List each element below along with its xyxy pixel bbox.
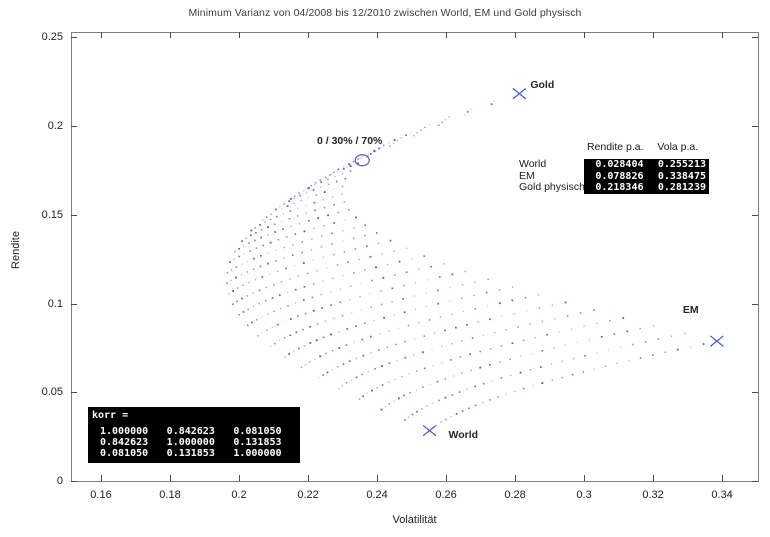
x-tick-label: 0.2 xyxy=(231,489,247,501)
annotation-gold: Gold xyxy=(530,78,555,91)
korr-row: 0.842623 1.000000 0.131853 xyxy=(100,437,300,448)
x-tick-label: 0.18 xyxy=(159,489,181,501)
stats-rendite-value: 0.028404 xyxy=(595,159,644,170)
stats-table-headers: Rendite p.a. Vola p.a. xyxy=(584,141,709,153)
annotation-em: EM xyxy=(682,304,699,317)
korr-value: 0.842623 xyxy=(100,437,149,448)
korr-value: 1.000000 xyxy=(100,426,149,437)
x-tick-label: 0.16 xyxy=(90,489,112,501)
stats-header-vola: Vola p.a. xyxy=(657,141,699,153)
korr-matrix-box: korr = 1.000000 0.842623 0.081050 0.842623 1… xyxy=(88,407,300,463)
korr-value: 0.131853 xyxy=(233,437,282,448)
stats-asset-label: EM xyxy=(519,169,535,182)
asset-marker-gold-physisch xyxy=(512,87,527,100)
korr-row: 0.081050 0.131853 1.000000 xyxy=(100,448,300,459)
stats-asset-label: Gold physisch xyxy=(519,181,585,194)
stats-vola-value: 0.281239 xyxy=(657,182,706,194)
plot-frame xyxy=(71,32,759,482)
stats-value-row: 0.028404 0.255213 xyxy=(584,159,709,171)
korr-value: 0.081050 xyxy=(233,426,282,437)
portfolio-circle-marker xyxy=(354,154,370,167)
portfolio-weights-label: 0 / 30% / 70% xyxy=(317,135,383,147)
stats-rendite-value: 0.218346 xyxy=(595,182,644,194)
x-tick-label: 0.22 xyxy=(297,489,319,501)
x-axis-label: Volatilität xyxy=(392,514,437,526)
asset-marker-world xyxy=(422,424,437,437)
y-tick-label: 0.1 xyxy=(47,297,63,310)
korr-value: 0.081050 xyxy=(100,448,149,459)
x-tick-label: 0.24 xyxy=(366,489,388,501)
korr-matrix-values: 1.000000 0.842623 0.081050 0.842623 1.000000… xyxy=(88,426,300,459)
y-tick-label: 0.25 xyxy=(41,31,63,44)
korr-value: 1.000000 xyxy=(233,448,282,459)
stats-value-row: 0.218346 0.281239 xyxy=(584,182,709,194)
stats-values-box: 0.028404 0.255213 0.078826 0.338475 0.218346… xyxy=(584,159,709,194)
korr-value: 0.842623 xyxy=(166,426,215,437)
stats-asset-labels: World EM Gold physisch xyxy=(519,158,585,194)
stats-value-row: 0.078826 0.338475 xyxy=(584,171,709,183)
asset-marker-em xyxy=(709,335,724,347)
x-tick-label: 0.34 xyxy=(711,489,733,501)
stats-vola-value: 0.255213 xyxy=(657,159,706,170)
y-tick-label: 0.15 xyxy=(41,208,63,221)
stats-rendite-value: 0.078826 xyxy=(595,170,644,182)
chart-title: Minimum Varianz von 04/2008 bis 12/2010 … xyxy=(188,7,582,19)
korr-value: 1.000000 xyxy=(166,437,215,448)
y-tick-label: 0 xyxy=(56,475,63,487)
y-tick-label: 0.05 xyxy=(41,386,63,399)
x-tick-label: 0.32 xyxy=(642,489,664,501)
korr-value: 0.131853 xyxy=(166,448,215,459)
x-tick-label: 0.26 xyxy=(435,489,457,501)
x-tick-label: 0.28 xyxy=(504,489,526,501)
korr-label: korr = xyxy=(92,410,129,421)
annotation-world: World xyxy=(448,428,479,441)
x-tick-label: 0.3 xyxy=(576,489,592,501)
korr-row: 1.000000 0.842623 0.081050 xyxy=(100,426,300,437)
stats-asset-label: World xyxy=(519,158,547,170)
y-tick-label: 0.2 xyxy=(47,120,63,133)
stats-vola-value: 0.338475 xyxy=(657,170,706,182)
stats-header-rendite: Rendite p.a. xyxy=(586,141,644,153)
